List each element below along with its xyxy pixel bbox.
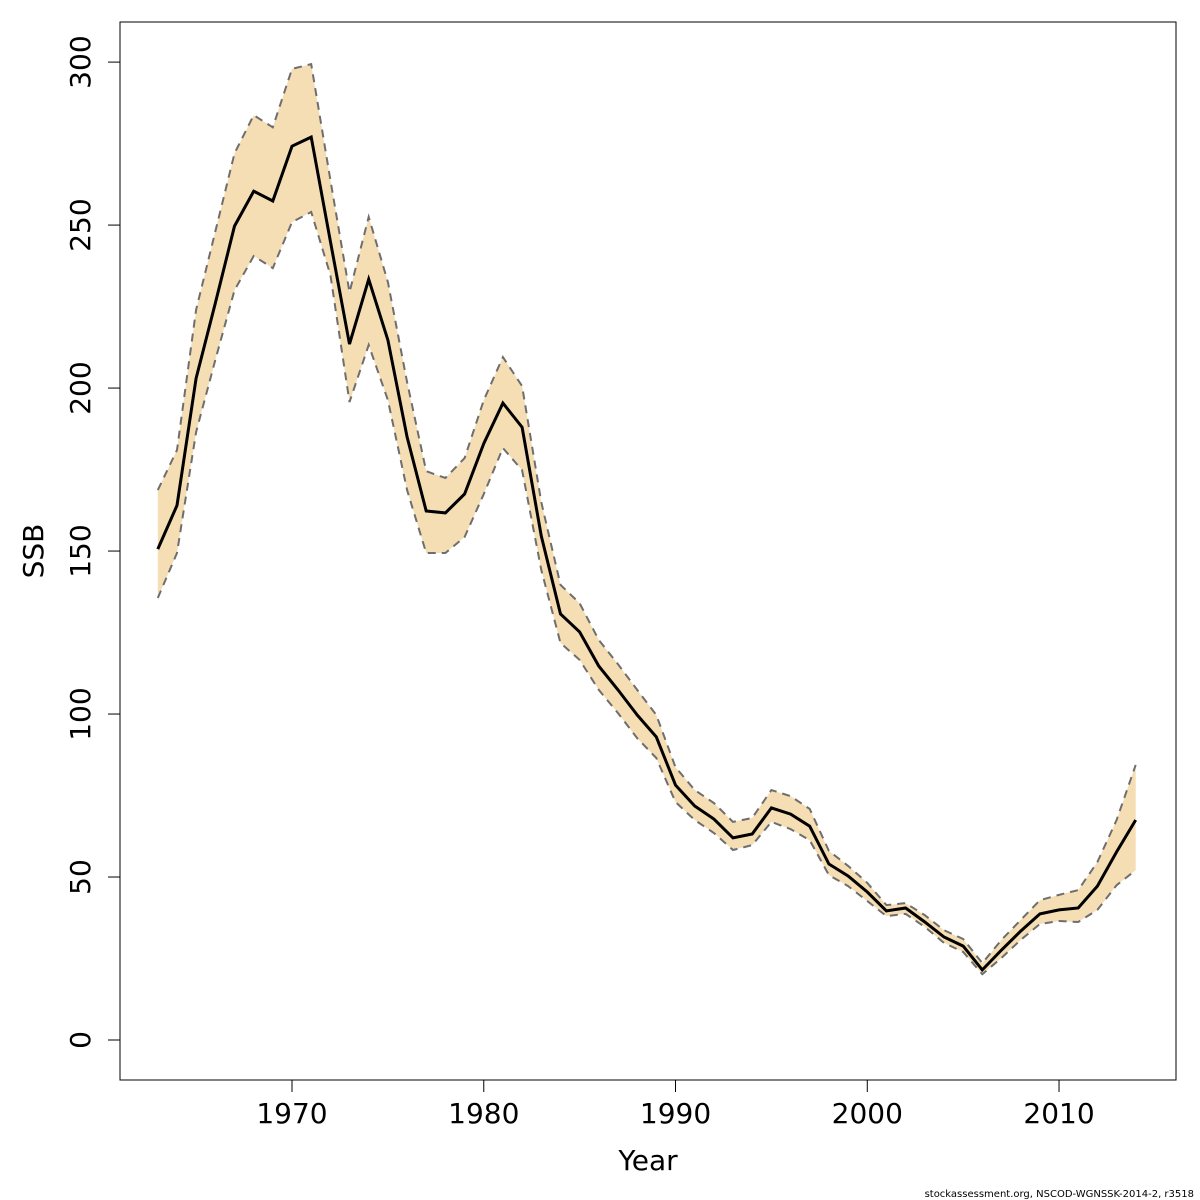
x-tick-label: 2000 [832, 1097, 903, 1130]
x-axis-label: Year [617, 1144, 678, 1177]
footnote: stockassessment.org, NSCOD-WGNSSK-2014-2… [925, 1189, 1194, 1200]
y-tick-label: 250 [64, 198, 97, 251]
x-tick-label: 1980 [448, 1097, 519, 1130]
y-tick-label: 100 [64, 687, 97, 740]
estimate-line [156, 134, 1137, 973]
y-tick-label: 200 [64, 361, 97, 414]
x-tick-label: 1970 [256, 1097, 327, 1130]
y-tick-label: 50 [64, 859, 97, 895]
confidence-band [157, 64, 1136, 975]
y-tick-label: 150 [64, 524, 97, 577]
x-tick-label: 2010 [1023, 1097, 1094, 1130]
lower-bound [156, 210, 1137, 976]
y-tick-label: 300 [64, 35, 97, 88]
x-tick-label: 1990 [640, 1097, 711, 1130]
upper-bound [156, 62, 1137, 965]
y-tick-label: 0 [64, 1031, 97, 1049]
y-axis-label: SSB [17, 524, 50, 579]
